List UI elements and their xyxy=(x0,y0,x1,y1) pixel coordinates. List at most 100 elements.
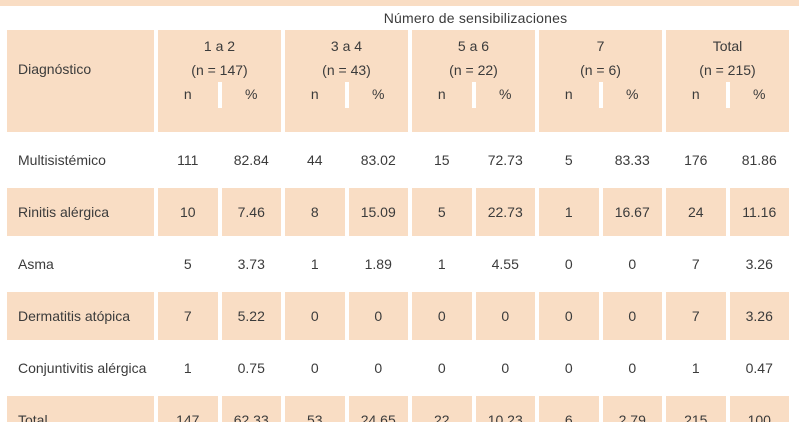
table-cell: 0 xyxy=(348,344,408,392)
table-cell: 44 xyxy=(285,136,345,184)
table-cell: 82.84 xyxy=(221,136,281,184)
table-cell: 7 xyxy=(158,292,218,340)
subheader-row: n % xyxy=(412,82,535,108)
row-label: Total xyxy=(7,396,154,422)
table-cell: 0 xyxy=(602,240,662,288)
n-subheader: n xyxy=(691,86,700,102)
table-cell: 7.46 xyxy=(221,188,281,236)
table-cell: 1 xyxy=(412,240,472,288)
table-cell: 1 xyxy=(666,344,726,392)
table-cell: 1 xyxy=(285,240,345,288)
table-row-total: Total 147 62.33 53 24.65 22 10.23 6 2.79… xyxy=(7,396,789,422)
pct-subheader: % xyxy=(372,86,385,102)
group-header-5a6: 5 a 6 (n = 22) n % xyxy=(412,30,535,132)
row-label: Conjuntivitis alérgica xyxy=(7,344,154,392)
table-cell: 0.75 xyxy=(221,344,281,392)
table-cell: 83.02 xyxy=(348,136,408,184)
table-cell: 0 xyxy=(412,292,472,340)
table-cell: 215 xyxy=(666,396,726,422)
table-cell: 0 xyxy=(412,344,472,392)
table-cell: 0 xyxy=(285,292,345,340)
table-row-dermatitis: Dermatitis atópica 7 5.22 0 0 0 0 0 0 7 … xyxy=(7,292,789,340)
table-cell: 0 xyxy=(285,344,345,392)
table-cell: 53 xyxy=(285,396,345,422)
table-cell: 0 xyxy=(475,344,535,392)
group-range-label: 3 a 4 xyxy=(330,38,363,54)
table-cell: 11.16 xyxy=(729,188,789,236)
table-cell: 4.55 xyxy=(475,240,535,288)
group-header-3a4: 3 a 4 (n = 43) n % xyxy=(285,30,408,132)
table-cell: 0 xyxy=(602,292,662,340)
group-n-label: (n = 22) xyxy=(449,62,498,78)
row-label: Multisistémico xyxy=(7,136,154,184)
group-header-total: Total (n = 215) n % xyxy=(666,30,789,132)
table-cell: 1.89 xyxy=(348,240,408,288)
table-cell: 0 xyxy=(475,292,535,340)
group-range-label: 1 a 2 xyxy=(203,38,236,54)
table-cell: 22.73 xyxy=(475,188,535,236)
group-n-label: (n = 147) xyxy=(191,62,248,78)
table-cell: 7 xyxy=(666,292,726,340)
table-cell: 83.33 xyxy=(602,136,662,184)
n-subheader: n xyxy=(437,86,446,102)
table-cell: 1 xyxy=(539,188,599,236)
pct-subheader: % xyxy=(245,86,258,102)
table-cell: 15.09 xyxy=(348,188,408,236)
table-cell: 5 xyxy=(539,136,599,184)
group-range-label: 7 xyxy=(596,38,605,54)
pct-subheader: % xyxy=(753,86,766,102)
row-label: Asma xyxy=(7,240,154,288)
table-cell: 2.79 xyxy=(602,396,662,422)
table-cell: 147 xyxy=(158,396,218,422)
top-divider-strip xyxy=(0,0,799,6)
table-cell: 0 xyxy=(602,344,662,392)
table-cell: 6 xyxy=(539,396,599,422)
subheader-row: n % xyxy=(158,82,281,108)
subheader-divider xyxy=(725,82,730,108)
table-cell: 100 xyxy=(729,396,789,422)
table-cell: 22 xyxy=(412,396,472,422)
table-cell: 0 xyxy=(539,292,599,340)
table-cell: 24 xyxy=(666,188,726,236)
group-n-label: (n = 215) xyxy=(699,62,756,78)
n-subheader: n xyxy=(183,86,192,102)
row-label: Dermatitis atópica xyxy=(7,292,154,340)
subheader-divider xyxy=(471,82,476,108)
table-cell: 24.65 xyxy=(348,396,408,422)
subheader-divider xyxy=(217,82,222,108)
group-n-label: (n = 43) xyxy=(322,62,371,78)
pct-subheader: % xyxy=(499,86,512,102)
table-cell: 3.26 xyxy=(729,292,789,340)
table-cell: 15 xyxy=(412,136,472,184)
table-cell: 16.67 xyxy=(602,188,662,236)
header-row: Diagnóstico 1 a 2 (n = 147) n % 3 a 4 (n… xyxy=(7,30,789,132)
table-cell: 0 xyxy=(539,344,599,392)
table-cell: 3.73 xyxy=(221,240,281,288)
pct-subheader: % xyxy=(626,86,639,102)
group-range-label: 5 a 6 xyxy=(457,38,490,54)
n-subheader: n xyxy=(564,86,573,102)
table-cell: 5 xyxy=(412,188,472,236)
subheader-row: n % xyxy=(666,82,789,108)
diagnosis-column-header: Diagnóstico xyxy=(7,30,154,132)
table-cell: 1 xyxy=(158,344,218,392)
group-range-label: Total xyxy=(712,38,743,54)
table-cell: 10.23 xyxy=(475,396,535,422)
subheader-divider xyxy=(598,82,603,108)
sensitizations-table: Diagnóstico 1 a 2 (n = 147) n % 3 a 4 (n… xyxy=(3,26,793,422)
subheader-divider xyxy=(344,82,349,108)
table-cell: 5.22 xyxy=(221,292,281,340)
table-cell: 8 xyxy=(285,188,345,236)
table-cell: 7 xyxy=(666,240,726,288)
subheader-row: n % xyxy=(539,82,662,108)
table-cell: 5 xyxy=(158,240,218,288)
table-row-asma: Asma 5 3.73 1 1.89 1 4.55 0 0 7 3.26 xyxy=(7,240,789,288)
table-cell: 0.47 xyxy=(729,344,789,392)
table-cell: 62.33 xyxy=(221,396,281,422)
subheader-row: n % xyxy=(285,82,408,108)
table-title: Número de sensibilizaciones xyxy=(383,10,568,26)
n-subheader: n xyxy=(310,86,319,102)
table-cell: 81.86 xyxy=(729,136,789,184)
group-n-label: (n = 6) xyxy=(580,62,621,78)
